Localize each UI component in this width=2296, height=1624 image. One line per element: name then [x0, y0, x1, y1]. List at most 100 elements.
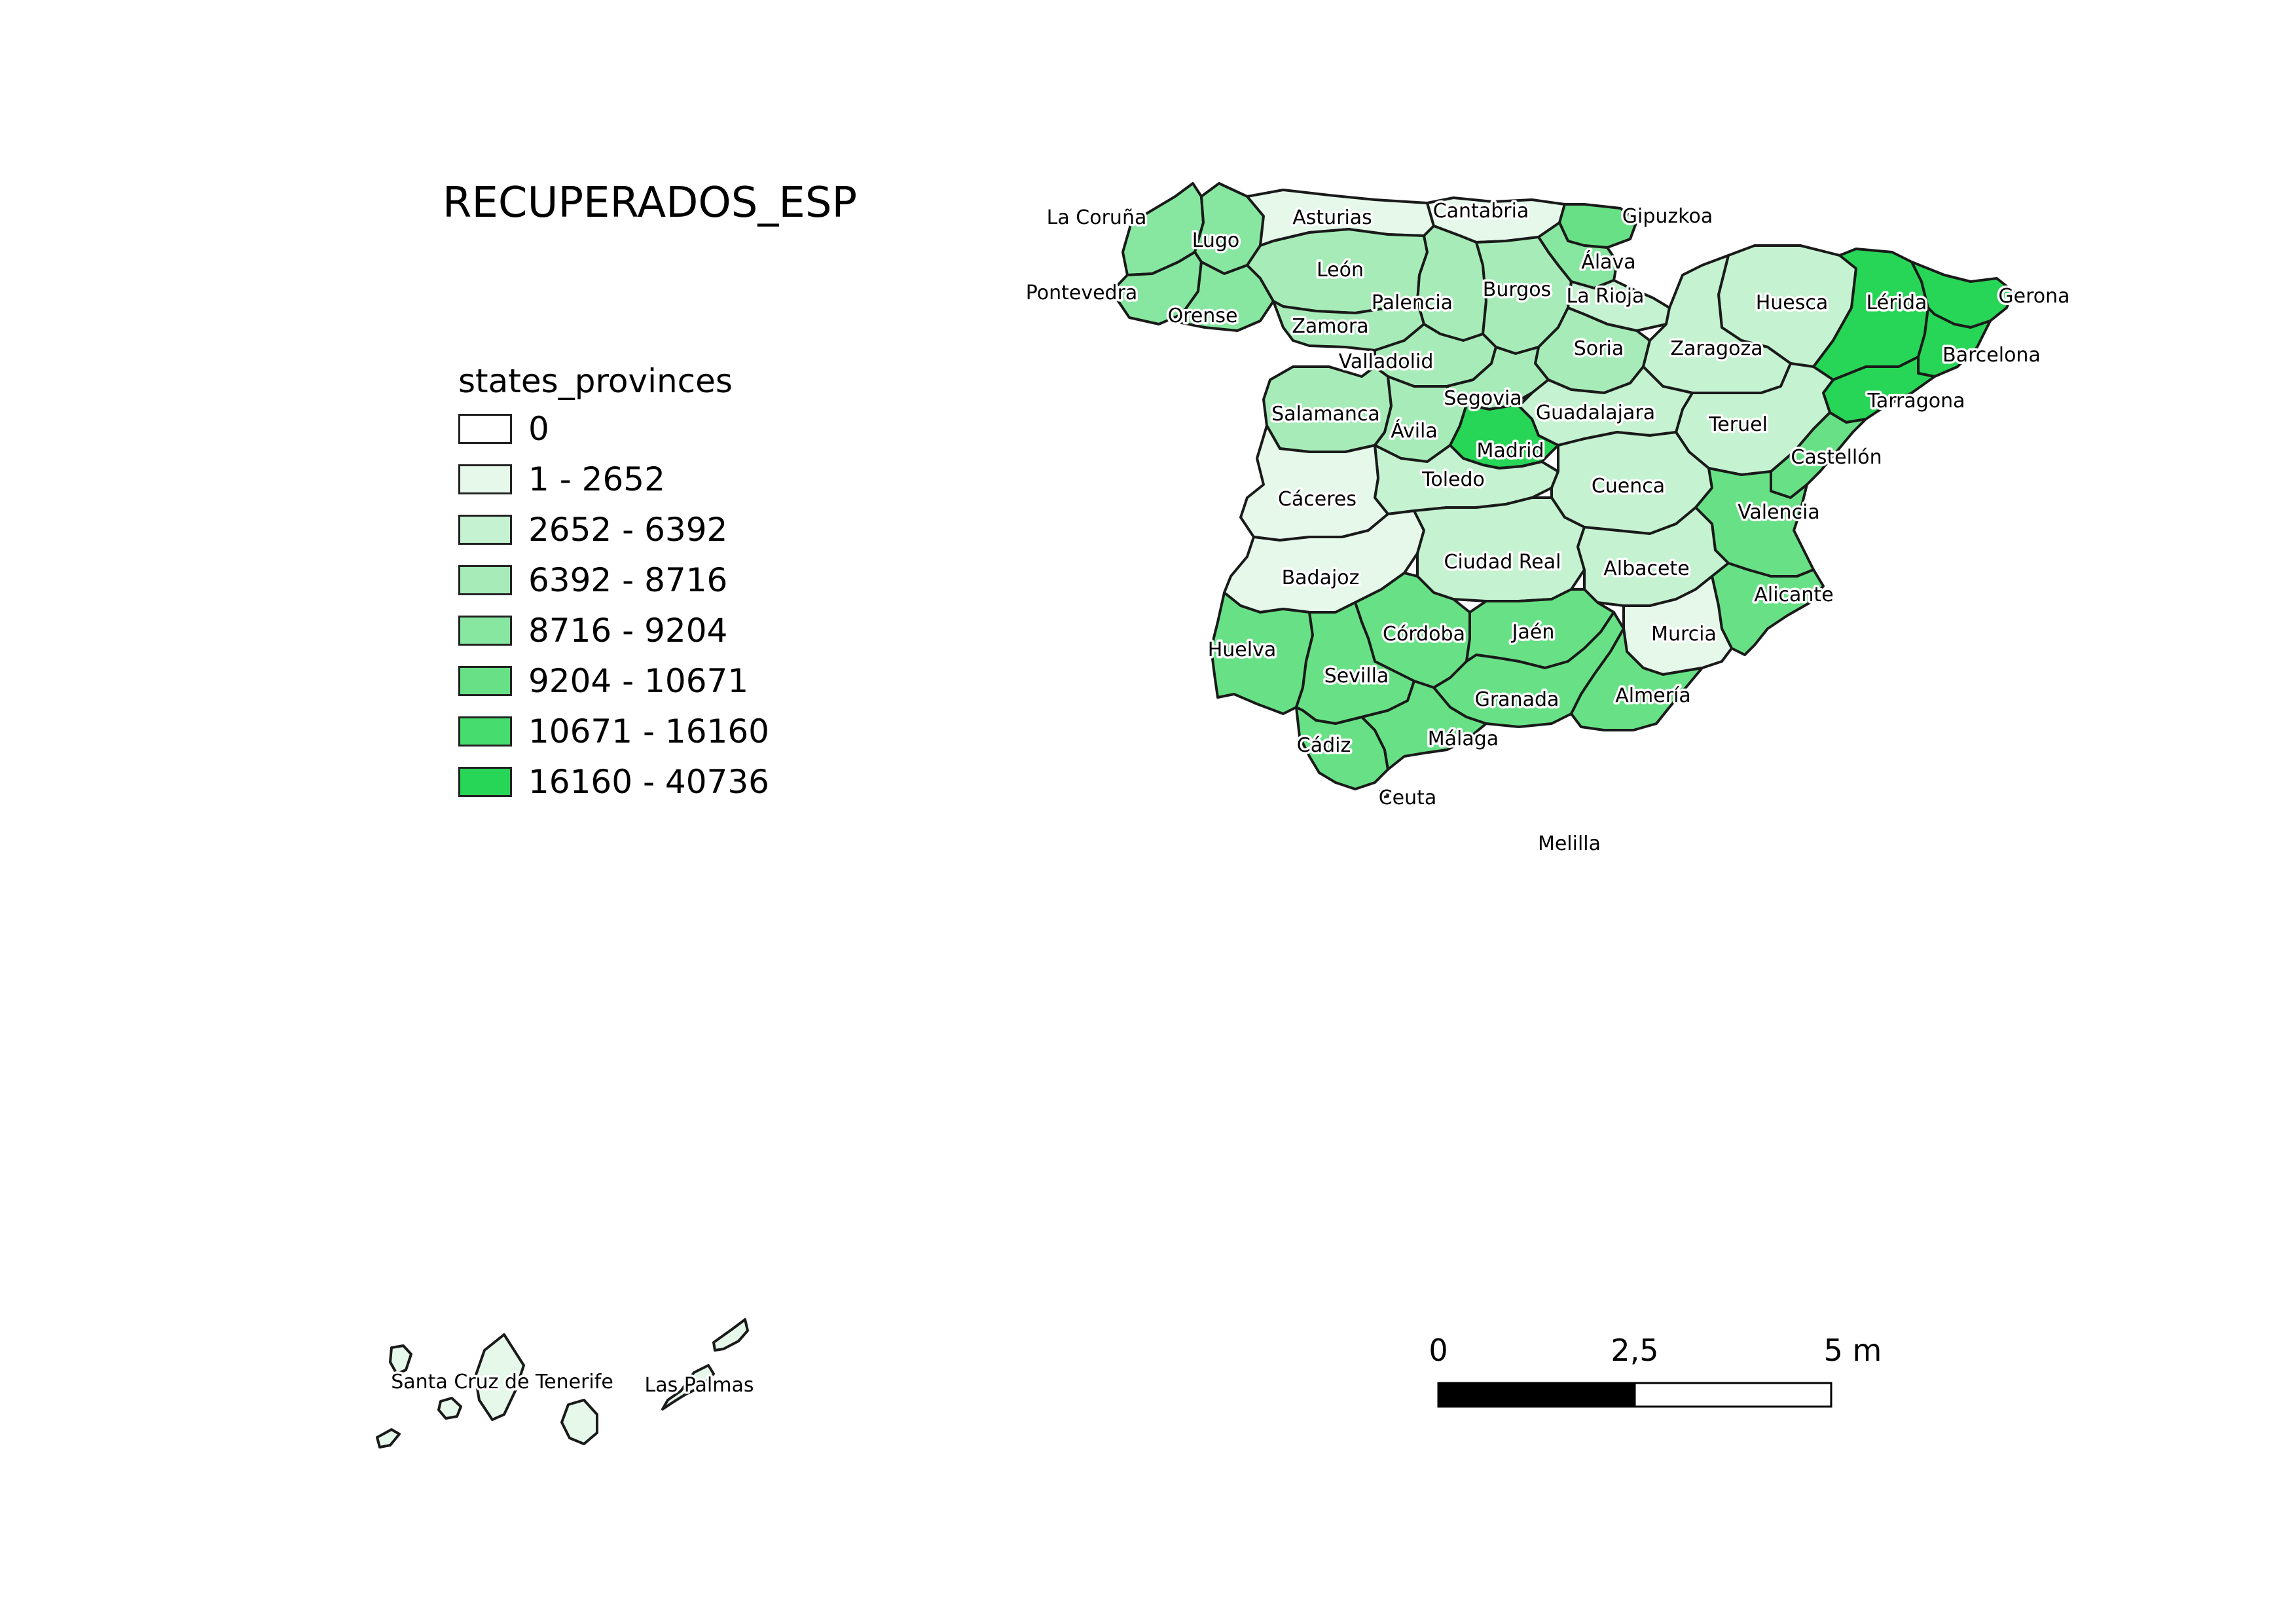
- legend-item: 1 - 2652: [458, 460, 851, 498]
- province-label: Cuenca: [1592, 475, 1665, 498]
- province-orense: [1177, 261, 1275, 332]
- scale-label: 2,5: [1611, 1333, 1658, 1368]
- province-label: Jaén: [1511, 621, 1555, 644]
- scale-bar-white-segment: [1633, 1382, 1832, 1408]
- province-label: Lugo: [1192, 229, 1240, 252]
- province-pontevedra: [1110, 251, 1203, 325]
- province-label: Zamora: [1292, 315, 1368, 338]
- province-label: Huesca: [1756, 291, 1829, 314]
- province-label: Guadalajara: [1536, 401, 1655, 424]
- canary-islands: [376, 1318, 749, 1449]
- legend-swatch: [458, 616, 512, 646]
- province-label: Gerona: [1998, 285, 2069, 308]
- province-label: Salamanca: [1271, 403, 1380, 426]
- province-label: La Rioja: [1567, 285, 1645, 308]
- province-label: Valladolid: [1339, 350, 1434, 373]
- legend-swatch: [458, 666, 512, 696]
- legend-swatch: [458, 515, 512, 545]
- province-label: Zaragoza: [1670, 337, 1762, 360]
- province-label: Cantabria: [1433, 200, 1529, 223]
- legend-swatch: [458, 716, 512, 747]
- province-label: Córdoba: [1383, 623, 1465, 646]
- legend-item: 6392 - 8716: [458, 561, 851, 599]
- province-label: Málaga: [1428, 728, 1499, 750]
- province-label: Valencia: [1738, 501, 1820, 524]
- province-label: Cádiz: [1297, 734, 1351, 757]
- legend-item: 8716 - 9204: [458, 612, 851, 650]
- province-label: Sevilla: [1324, 665, 1389, 688]
- legend-label: 16160 - 40736: [528, 763, 769, 801]
- legend-label: 8716 - 9204: [528, 612, 728, 650]
- province-label: Cáceres: [1278, 488, 1357, 511]
- legend-item: 9204 - 10671: [458, 662, 851, 700]
- province-label: Granada: [1475, 688, 1559, 711]
- province-label: Ávila: [1391, 419, 1438, 443]
- province-granada: [1432, 611, 1625, 728]
- island-lanzarote: [712, 1318, 749, 1352]
- province-label: Las Palmas: [645, 1374, 754, 1397]
- legend-item: 0: [458, 410, 851, 448]
- province-label: León: [1317, 259, 1364, 282]
- province-label: Pontevedra: [1026, 282, 1138, 304]
- scale-bar: 0 2,5 5 m: [1429, 1333, 1882, 1408]
- province-label: Ciudad Real: [1444, 551, 1561, 574]
- legend-swatch: [458, 767, 512, 797]
- legend-label: 9204 - 10671: [528, 662, 749, 700]
- map-title: RECUPERADOS_ESP: [443, 179, 858, 227]
- island-el-hierro: [376, 1428, 401, 1449]
- legend-item: 2652 - 6392: [458, 511, 851, 549]
- legend-label: 2652 - 6392: [528, 511, 728, 549]
- province-label: Melilla: [1538, 832, 1601, 855]
- province-label: Badajoz: [1282, 566, 1360, 589]
- province-label: Toledo: [1421, 468, 1485, 491]
- province-label: Murcia: [1651, 623, 1717, 646]
- island-tenerife: [474, 1333, 525, 1421]
- island-fuerteventura: [661, 1364, 715, 1411]
- scale-label: 0: [1429, 1333, 1448, 1368]
- legend-label: 10671 - 16160: [528, 712, 769, 750]
- province-label: Gipuzkoa: [1622, 205, 1713, 228]
- province-label: Albacete: [1603, 557, 1689, 580]
- province-label: Ceuta: [1379, 786, 1437, 809]
- island-la-palma: [389, 1344, 412, 1375]
- legend-label: 1 - 2652: [528, 460, 665, 498]
- province-ciudad-real: [1413, 496, 1586, 602]
- province-label: Huelva: [1208, 638, 1277, 661]
- province-label: Orense: [1168, 304, 1238, 327]
- island-gran-canaria: [560, 1399, 598, 1445]
- province-label: Madrid: [1476, 439, 1544, 462]
- province-label: Álava: [1581, 250, 1635, 274]
- province-label: Alicante: [1754, 583, 1833, 606]
- legend-item: 10671 - 16160: [458, 712, 851, 750]
- province-label: Castellón: [1791, 446, 1882, 469]
- province-label: Teruel: [1708, 413, 1768, 436]
- province-label: Tarragona: [1867, 390, 1965, 413]
- legend-swatch: [458, 565, 512, 595]
- province-label: Burgos: [1483, 278, 1551, 301]
- legend-swatch: [458, 464, 512, 494]
- province-label: Lérida: [1867, 291, 1927, 314]
- province-barcelona: [1917, 306, 1992, 378]
- province-label: Asturias: [1292, 206, 1372, 229]
- province-label: Barcelona: [1942, 344, 2041, 367]
- legend-label: 0: [528, 410, 549, 448]
- province-label: La Coruña: [1047, 206, 1147, 229]
- province-labels: La Coruña Lugo Asturias Cantabria Gipuzk…: [389, 198, 2072, 1399]
- legend-title: states_provinces: [458, 362, 733, 400]
- province-label: Palencia: [1372, 291, 1453, 314]
- legend-swatch: [458, 414, 512, 444]
- province-label: Soria: [1574, 337, 1624, 360]
- province-ceuta: [1379, 788, 1389, 799]
- scale-label: 5 m: [1824, 1333, 1882, 1368]
- province-label: Segovia: [1444, 387, 1522, 410]
- scale-bar-black-segment: [1437, 1382, 1636, 1408]
- provinces-layer: [376, 182, 2014, 1449]
- province-almeria: [1570, 627, 1704, 731]
- province-malaga: [1360, 680, 1487, 771]
- legend-label: 6392 - 8716: [528, 561, 728, 599]
- province-label: Almería: [1615, 684, 1691, 707]
- legend-item: 16160 - 40736: [458, 763, 851, 801]
- island-la-gomera: [437, 1397, 462, 1420]
- province-label: Santa Cruz de Tenerife: [391, 1371, 613, 1393]
